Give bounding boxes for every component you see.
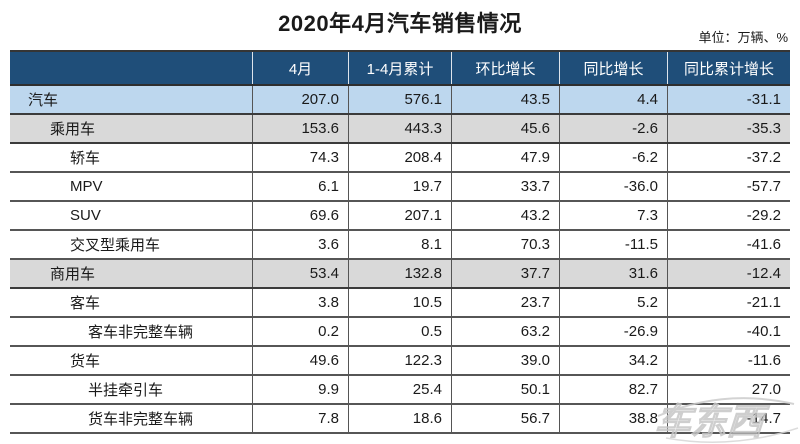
cell-value: 7.3 [560, 202, 668, 229]
row-label: 货车非完整车辆 [10, 405, 253, 432]
cell-value: 74.3 [253, 144, 349, 171]
cell-value: 49.6 [253, 347, 349, 374]
cell-value: 18.6 [349, 405, 452, 432]
header-cell-yoy-cumulative-growth: 同比累计增长 [683, 60, 774, 78]
cell-value: -29.2 [746, 207, 781, 224]
unit-note: 单位：万辆、% [698, 30, 788, 45]
cell-value: 4.4 [560, 86, 668, 113]
row-label: 半挂牵引车 [10, 376, 253, 403]
cell-value: 208.4 [349, 144, 452, 171]
cell-value: -35.3 [746, 120, 781, 137]
cell-value: 37.7 [452, 260, 560, 287]
cell-value: 0.2 [253, 318, 349, 345]
table-row-mpv: MPV 6.1 19.7 33.7 -36.0 -57.7 [10, 173, 790, 202]
cell-value: 10.5 [349, 289, 452, 316]
cell-value: -11.6 [747, 352, 781, 369]
table-row-suv: SUV 69.6 207.1 43.2 7.3 -29.2 [10, 202, 790, 231]
sales-table: 4月 1-4月累计 环比增长 同比增长 同比累计增长 汽车 207.0 576.… [10, 50, 790, 434]
row-label: 汽车 [10, 86, 253, 113]
cell-value: 7.8 [253, 405, 349, 432]
header-cell-category [10, 52, 253, 84]
cell-value: 50.1 [452, 376, 560, 403]
table-row-bus-incomplete: 客车非完整车辆 0.2 0.5 63.2 -26.9 -40.1 [10, 318, 790, 347]
cell-value: 207.1 [349, 202, 452, 229]
cell-value: -37.2 [746, 149, 781, 166]
row-label: 交叉型乘用车 [10, 231, 253, 258]
cell-value: 39.0 [452, 347, 560, 374]
header-cell-yoy-growth: 同比增长 [560, 52, 668, 84]
cell-value: 207.0 [253, 86, 349, 113]
cell-value: 47.9 [452, 144, 560, 171]
cell-value: -6.2 [560, 144, 668, 171]
cell-value: 56.7 [452, 405, 560, 432]
cell-value: -36.0 [560, 173, 668, 200]
cell-value: 153.6 [253, 115, 349, 142]
cell-value: 27.0 [751, 381, 781, 398]
header-cell-cumulative: 1-4月累计 [349, 52, 452, 84]
table-row-crossover: 交叉型乘用车 3.6 8.1 70.3 -11.5 -41.6 [10, 231, 790, 260]
cell-value: 3.6 [253, 231, 349, 258]
row-label: 轿车 [10, 144, 253, 171]
table-row-semi-trailer-tractor: 半挂牵引车 9.9 25.4 50.1 82.7 27.0 [10, 376, 790, 405]
cell-value: 43.2 [452, 202, 560, 229]
cell-value: 6.1 [253, 173, 349, 200]
row-label: SUV [10, 202, 253, 229]
table-header-row: 4月 1-4月累计 环比增长 同比增长 同比累计增长 [10, 52, 790, 86]
row-label: MPV [10, 173, 253, 200]
cell-value: 132.8 [349, 260, 452, 287]
cell-value: 0.5 [349, 318, 452, 345]
cell-value: -21.1 [746, 294, 781, 311]
table-row-sedan: 轿车 74.3 208.4 47.9 -6.2 -37.2 [10, 144, 790, 173]
cell-value: 38.8 [560, 405, 668, 432]
table-row-truck-incomplete: 货车非完整车辆 7.8 18.6 56.7 38.8 -14.7 [10, 405, 790, 434]
cell-value: 70.3 [452, 231, 560, 258]
cell-value: 34.2 [560, 347, 668, 374]
cell-value: 5.2 [560, 289, 668, 316]
header-cell-mom-growth: 环比增长 [452, 52, 560, 84]
cell-value: 43.5 [452, 86, 560, 113]
cell-value: -2.6 [560, 115, 668, 142]
cell-value: 9.9 [253, 376, 349, 403]
row-label: 乘用车 [10, 115, 253, 142]
row-label: 货车 [10, 347, 253, 374]
table-row-commercial-vehicle: 商用车 53.4 132.8 37.7 31.6 -12.4 [10, 260, 790, 289]
cell-value: -14.7 [746, 410, 781, 427]
cell-value: 8.1 [349, 231, 452, 258]
cell-value: 63.2 [452, 318, 560, 345]
cell-value: -40.1 [746, 323, 781, 340]
row-label: 商用车 [10, 260, 253, 287]
header-cell-april: 4月 [253, 52, 349, 84]
cell-value: 82.7 [560, 376, 668, 403]
cell-value: -26.9 [560, 318, 668, 345]
cell-value: 69.6 [253, 202, 349, 229]
table-row-auto-total: 汽车 207.0 576.1 43.5 4.4 -31.1 [10, 86, 790, 115]
cell-value: 45.6 [452, 115, 560, 142]
cell-value: 443.3 [349, 115, 452, 142]
cell-value: 31.6 [560, 260, 668, 287]
cell-value: -11.5 [560, 231, 668, 258]
cell-value: 122.3 [349, 347, 452, 374]
cell-value: -12.4 [746, 265, 781, 282]
table-row-truck: 货车 49.6 122.3 39.0 34.2 -11.6 [10, 347, 790, 376]
table-row-passenger-vehicle: 乘用车 153.6 443.3 45.6 -2.6 -35.3 [10, 115, 790, 144]
cell-value: 19.7 [349, 173, 452, 200]
cell-value: -41.6 [746, 236, 781, 253]
cell-value: 23.7 [452, 289, 560, 316]
table-row-bus: 客车 3.8 10.5 23.7 5.2 -21.1 [10, 289, 790, 318]
cell-value: -31.1 [746, 91, 781, 108]
row-label: 客车非完整车辆 [10, 318, 253, 345]
page-title: 2020年4月汽车销售情况 [278, 11, 522, 36]
row-label: 客车 [10, 289, 253, 316]
cell-value: 53.4 [253, 260, 349, 287]
cell-value: -57.7 [746, 178, 781, 195]
cell-value: 25.4 [349, 376, 452, 403]
cell-value: 3.8 [253, 289, 349, 316]
cell-value: 33.7 [452, 173, 560, 200]
cell-value: 576.1 [349, 86, 452, 113]
